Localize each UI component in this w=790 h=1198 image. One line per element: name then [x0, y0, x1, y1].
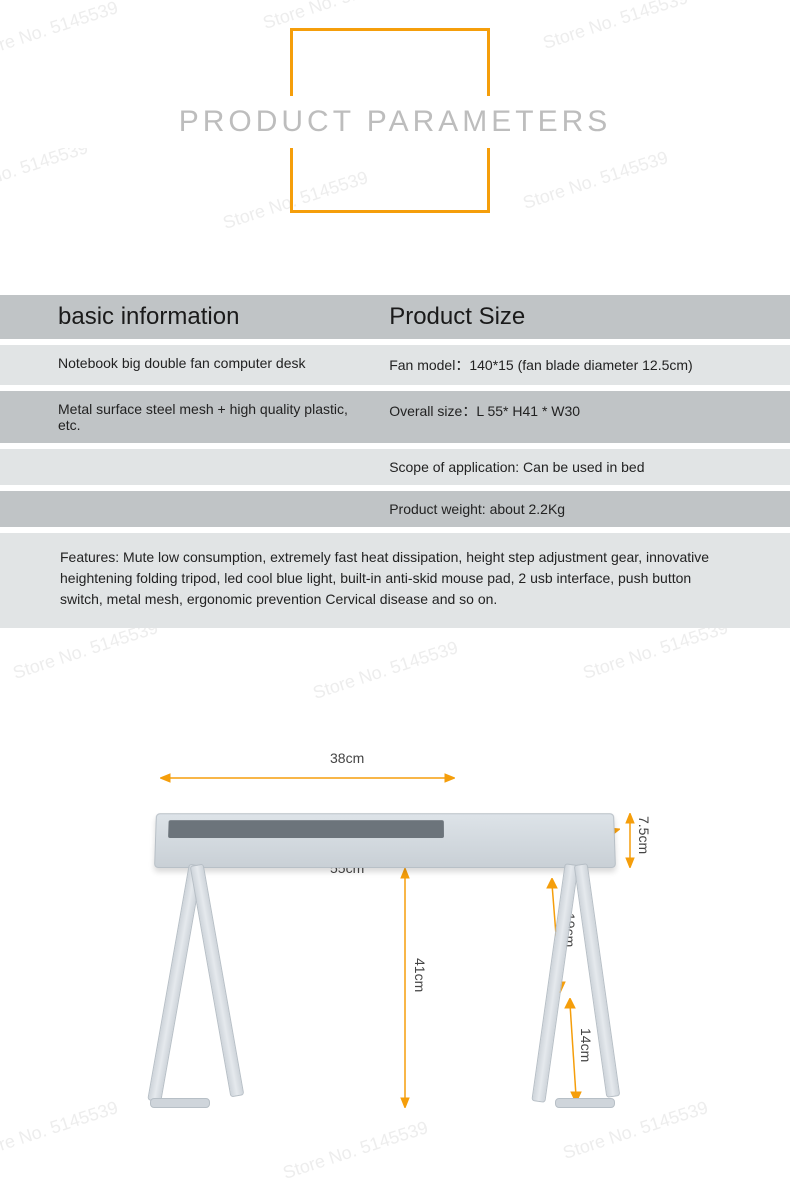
product-size-header: Product Size — [379, 295, 790, 339]
product-size-1: Fan model：140*15 (fan blade diameter 12.… — [379, 345, 790, 385]
product-size-3: Scope of application: Can be used in bed — [379, 449, 790, 485]
info-row: Scope of application: Can be used in bed — [0, 449, 790, 491]
info-section: basic information Product Size Notebook … — [0, 295, 790, 628]
info-row: Notebook big double fan computer desk Fa… — [0, 345, 790, 391]
info-row: Metal surface steel mesh + high quality … — [0, 391, 790, 449]
leg-shape — [147, 864, 202, 1103]
basic-info-1: Notebook big double fan computer desk — [0, 345, 379, 385]
dim-arrow-top — [160, 768, 455, 788]
tabletop-shape — [154, 813, 616, 868]
info-row: Product weight: about 2.2Kg — [0, 491, 790, 533]
basic-info-empty2 — [0, 491, 379, 527]
leg-shape — [190, 864, 245, 1098]
section-headers-row: basic information Product Size — [0, 295, 790, 345]
foot-shape — [150, 1098, 210, 1108]
dim-7-5cm: 7.5cm — [636, 816, 652, 854]
product-size-2: Overall size：L 55* H41 * W30 — [379, 391, 790, 443]
basic-info-header: basic information — [0, 295, 379, 339]
basic-info-2: Metal surface steel mesh + high quality … — [0, 391, 379, 443]
dim-14cm: 14cm — [578, 1028, 594, 1062]
product-diagram: 38cm 55cm 30cm 7.5cm 41cm 19cm 14cm — [0, 668, 790, 1198]
basic-info-empty — [0, 449, 379, 485]
title-band: PRODUCT PARAMETERS — [0, 98, 790, 146]
page-title: PRODUCT PARAMETERS — [179, 105, 612, 139]
header: PRODUCT PARAMETERS — [0, 0, 790, 240]
dim-38cm: 38cm — [330, 750, 364, 766]
foot-shape — [555, 1098, 615, 1108]
dim-41cm: 41cm — [412, 958, 428, 992]
product-size-4: Product weight: about 2.2Kg — [379, 491, 790, 527]
features-text: Features: Mute low consumption, extremel… — [0, 533, 790, 628]
